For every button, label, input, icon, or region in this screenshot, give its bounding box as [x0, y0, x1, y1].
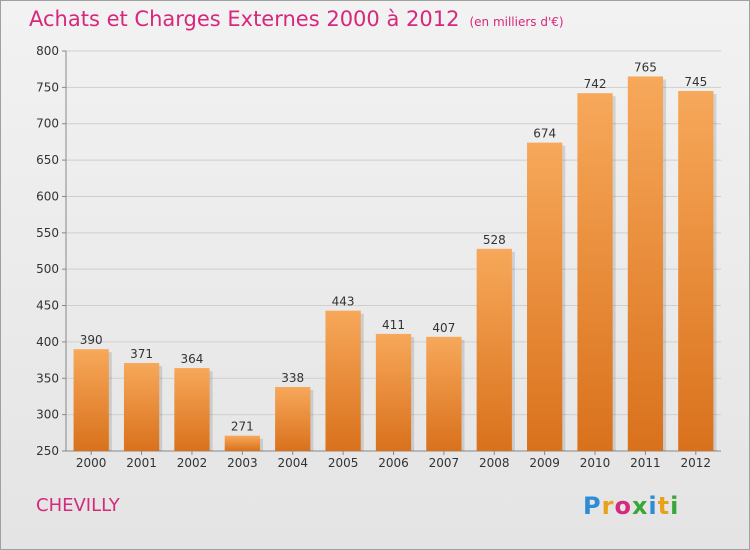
- data-label: 765: [634, 60, 657, 74]
- chart-title-text: Achats et Charges Externes 2000 à 2012: [29, 7, 460, 31]
- x-tick-label: 2004: [277, 456, 308, 470]
- bar: [275, 387, 311, 451]
- bar: [123, 363, 160, 451]
- y-tick-label: 550: [36, 226, 59, 240]
- data-label: 528: [483, 233, 506, 247]
- commune-name: CHEVILLY: [36, 495, 120, 516]
- data-label: 674: [533, 127, 556, 141]
- y-tick-label: 750: [36, 80, 59, 94]
- data-label: 407: [432, 321, 455, 335]
- y-tick-label: 300: [36, 408, 59, 422]
- x-tick-label: 2006: [378, 456, 409, 470]
- x-tick-label: 2012: [681, 456, 712, 470]
- logo-letter: i: [648, 492, 658, 520]
- bar: [627, 76, 664, 452]
- bar: [426, 336, 462, 451]
- y-tick-label: 650: [36, 153, 59, 167]
- x-tick-label: 2007: [429, 456, 460, 470]
- chart-unit: (en milliers d'€): [469, 15, 564, 29]
- logo-letter: i: [670, 492, 680, 520]
- logo-letter: t: [657, 492, 671, 520]
- y-tick-label: 700: [36, 117, 59, 131]
- logo-letter: r: [601, 492, 615, 520]
- x-tick-label: 2005: [328, 456, 359, 470]
- bar: [476, 248, 512, 451]
- x-tick-label: 2000: [76, 456, 107, 470]
- data-label: 390: [80, 333, 103, 347]
- bar: [174, 368, 210, 451]
- bar: [224, 435, 260, 451]
- data-label: 371: [130, 347, 153, 361]
- chart-title: Achats et Charges Externes 2000 à 2012 (e…: [29, 7, 564, 31]
- x-tick-label: 2002: [177, 456, 208, 470]
- y-tick-label: 500: [36, 262, 59, 276]
- data-label: 338: [281, 371, 304, 385]
- x-tick-label: 2003: [227, 456, 258, 470]
- bar: [577, 93, 613, 451]
- proxiti-logo: Proxiti: [583, 492, 679, 520]
- y-tick-label: 350: [36, 371, 59, 385]
- bar: [73, 349, 109, 451]
- bar: [527, 142, 563, 452]
- logo-letter: P: [583, 492, 602, 520]
- data-label: 271: [231, 420, 254, 434]
- x-tick-label: 2010: [580, 456, 611, 470]
- y-tick-label: 400: [36, 335, 59, 349]
- x-tick-label: 2008: [479, 456, 510, 470]
- data-label: 443: [332, 295, 355, 309]
- logo-letter: x: [631, 492, 649, 520]
- y-tick-label: 450: [36, 299, 59, 313]
- bar: [375, 333, 412, 451]
- data-label: 411: [382, 318, 405, 332]
- data-label: 742: [584, 77, 607, 91]
- y-tick-label: 600: [36, 189, 59, 203]
- data-label: 364: [181, 352, 204, 366]
- y-tick-label: 250: [36, 444, 59, 458]
- y-tick-label: 800: [36, 44, 59, 58]
- logo-letter: o: [614, 492, 632, 520]
- x-tick-label: 2009: [529, 456, 560, 470]
- x-tick-label: 2001: [126, 456, 157, 470]
- x-tick-label: 2011: [630, 456, 661, 470]
- bar: [325, 310, 361, 451]
- bar: [678, 91, 714, 451]
- data-label: 745: [684, 75, 707, 89]
